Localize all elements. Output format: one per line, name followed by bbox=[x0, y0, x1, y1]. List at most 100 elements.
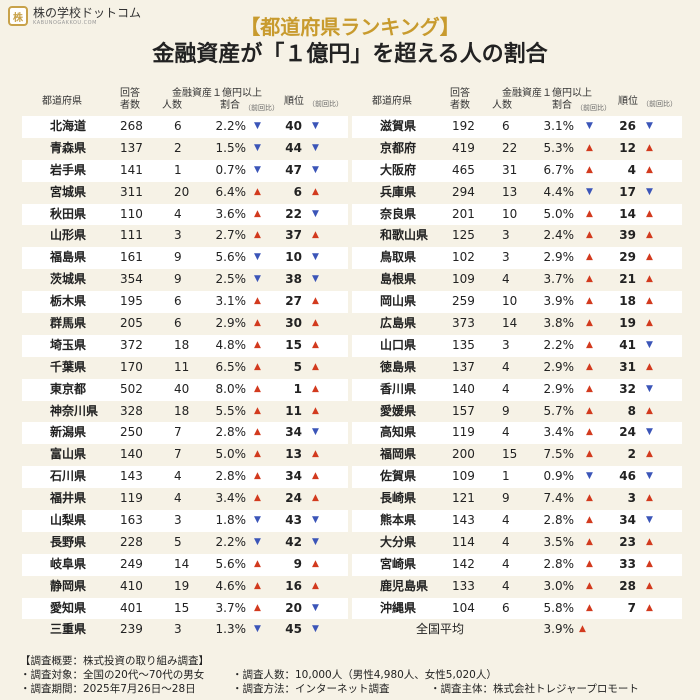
asset-count: 6 bbox=[502, 600, 510, 615]
pref-name: 山口県 bbox=[380, 337, 417, 352]
table-row: 滋賀県 192 6 3.1% ▼ 26 ▼ bbox=[352, 116, 682, 138]
table-right: 都道府県 回答 者数 金融資産１億円以上 人数 割合 （前回比） 順位 （前回比… bbox=[352, 86, 682, 641]
pref-name: 熊本県 bbox=[380, 513, 417, 528]
rank-down-icon: ▼ bbox=[312, 427, 319, 438]
rank-up-icon: ▲ bbox=[312, 296, 319, 307]
asset-pct: 1.5% bbox=[215, 140, 247, 155]
table-row: 福井県 119 4 3.4% ▲ 24 ▲ bbox=[22, 488, 348, 510]
pref-name: 香川県 bbox=[380, 381, 417, 396]
pct-down-icon: ▼ bbox=[254, 624, 261, 635]
pref-name: 北海道 bbox=[50, 119, 87, 133]
rank: 19 bbox=[619, 316, 636, 331]
pct-up-icon: ▲ bbox=[586, 164, 593, 175]
pref-name: 群馬県 bbox=[50, 316, 87, 331]
rank-down-icon: ▼ bbox=[312, 164, 319, 175]
table-row: 大分県 114 4 3.5% ▲ 23 ▲ bbox=[352, 532, 682, 554]
asset-count: 3 bbox=[502, 228, 510, 243]
asset-count: 4 bbox=[502, 578, 510, 593]
table-row: 島根県 109 4 3.7% ▲ 21 ▲ bbox=[352, 269, 682, 291]
rank: 32 bbox=[619, 381, 636, 396]
pct-up-icon: ▲ bbox=[254, 383, 261, 394]
table-row: 千葉県 170 11 6.5% ▲ 5 ▲ bbox=[22, 357, 348, 379]
pref-name: 山梨県 bbox=[50, 513, 87, 528]
asset-count: 15 bbox=[174, 600, 190, 615]
average-row: 全国平均 3.9% ▲ bbox=[352, 619, 682, 641]
asset-pct: 2.2% bbox=[215, 534, 247, 549]
asset-pct: 1.3% bbox=[215, 622, 247, 637]
table-row: 宮城県 311 20 6.4% ▲ 6 ▲ bbox=[22, 182, 348, 204]
table-row: 広島県 373 14 3.8% ▲ 19 ▲ bbox=[352, 313, 682, 335]
asset-pct: 5.6% bbox=[215, 556, 247, 571]
rank-up-icon: ▲ bbox=[312, 383, 319, 394]
pct-up-icon: ▲ bbox=[586, 383, 593, 394]
pct-up-icon: ▲ bbox=[586, 558, 593, 569]
pref-name: 徳島県 bbox=[380, 359, 417, 374]
asset-count: 4 bbox=[174, 469, 182, 484]
table-row: 岐阜県 249 14 5.6% ▲ 9 ▲ bbox=[22, 553, 348, 576]
pref-name: 鳥取県 bbox=[380, 250, 417, 265]
pct-up-icon: ▲ bbox=[254, 230, 261, 241]
pct-up-icon: ▲ bbox=[586, 318, 593, 329]
rank: 14 bbox=[619, 206, 636, 221]
rank: 2 bbox=[627, 447, 636, 462]
respondent-count: 205 bbox=[120, 316, 143, 331]
pref-name: 福岡県 bbox=[380, 447, 417, 462]
pref-name: 愛知県 bbox=[50, 600, 87, 615]
header-ratio: 割合 bbox=[220, 100, 240, 111]
asset-pct: 3.6% bbox=[215, 206, 247, 221]
pct-up-icon: ▲ bbox=[586, 427, 593, 438]
pct-up-icon: ▲ bbox=[254, 471, 261, 482]
table-row: 鳥取県 102 3 2.9% ▲ 29 ▲ bbox=[352, 247, 682, 270]
rank-up-icon: ▲ bbox=[646, 252, 653, 263]
rank: 34 bbox=[285, 469, 302, 484]
asset-pct: 3.8% bbox=[543, 316, 575, 331]
rank-up-icon: ▲ bbox=[646, 142, 653, 153]
table-row: 鹿児島県 133 4 3.0% ▲ 28 ▲ bbox=[352, 576, 682, 598]
asset-pct: 2.9% bbox=[543, 381, 575, 396]
rank: 38 bbox=[285, 272, 302, 287]
asset-pct: 0.9% bbox=[543, 469, 575, 484]
footer-sponsor: ・調査主体：株式会社トレジャープロモート bbox=[430, 683, 639, 695]
asset-pct: 2.9% bbox=[215, 316, 247, 331]
asset-count: 7 bbox=[174, 447, 182, 462]
rank-up-icon: ▲ bbox=[646, 493, 653, 504]
table-row: 大阪府 465 31 6.7% ▲ 4 ▲ bbox=[352, 159, 682, 182]
asset-pct: 5.6% bbox=[215, 250, 247, 265]
rank: 45 bbox=[285, 622, 302, 637]
respondent-count: 401 bbox=[120, 600, 143, 615]
pref-name: 富山県 bbox=[50, 447, 87, 462]
table-header-left: 都道府県 回答 者数 金融資産１億円以上 人数 割合 （前回比） 順位 （前回比… bbox=[22, 86, 348, 116]
asset-count: 4 bbox=[502, 425, 510, 440]
pref-name: 石川県 bbox=[50, 469, 87, 484]
table-left: 都道府県 回答 者数 金融資産１億円以上 人数 割合 （前回比） 順位 （前回比… bbox=[22, 86, 348, 641]
asset-count: 9 bbox=[502, 403, 510, 418]
respondent-count: 104 bbox=[452, 600, 475, 615]
rank: 9 bbox=[293, 556, 302, 571]
asset-pct: 2.9% bbox=[543, 359, 575, 374]
respondent-count: 135 bbox=[452, 337, 475, 352]
table-row: 三重県 239 3 1.3% ▼ 45 ▼ bbox=[22, 619, 348, 641]
rank-up-icon: ▲ bbox=[312, 558, 319, 569]
rank-down-icon: ▼ bbox=[312, 602, 319, 613]
respondent-count: 143 bbox=[452, 513, 475, 528]
asset-pct: 5.0% bbox=[215, 447, 247, 462]
rank-down-icon: ▼ bbox=[312, 624, 319, 635]
asset-count: 1 bbox=[174, 162, 182, 177]
pct-up-icon: ▲ bbox=[254, 449, 261, 460]
table-row: 埼玉県 372 18 4.8% ▲ 15 ▲ bbox=[22, 334, 348, 357]
asset-pct: 2.4% bbox=[543, 228, 575, 243]
rank-down-icon: ▼ bbox=[312, 142, 319, 153]
respondent-count: 119 bbox=[120, 491, 143, 506]
rank: 10 bbox=[285, 250, 302, 265]
table-row: 長崎県 121 9 7.4% ▲ 3 ▲ bbox=[352, 488, 682, 510]
rank-up-icon: ▲ bbox=[646, 405, 653, 416]
asset-pct: 2.7% bbox=[215, 228, 247, 243]
rank-up-icon: ▲ bbox=[646, 274, 653, 285]
respondent-count: 110 bbox=[120, 206, 143, 221]
rank-up-icon: ▲ bbox=[646, 208, 653, 219]
asset-pct: 5.0% bbox=[543, 206, 575, 221]
rank-down-icon: ▼ bbox=[312, 208, 319, 219]
rank: 37 bbox=[285, 228, 302, 243]
table-row: 愛知県 401 15 3.7% ▲ 20 ▼ bbox=[22, 597, 348, 620]
asset-count: 4 bbox=[502, 556, 510, 571]
